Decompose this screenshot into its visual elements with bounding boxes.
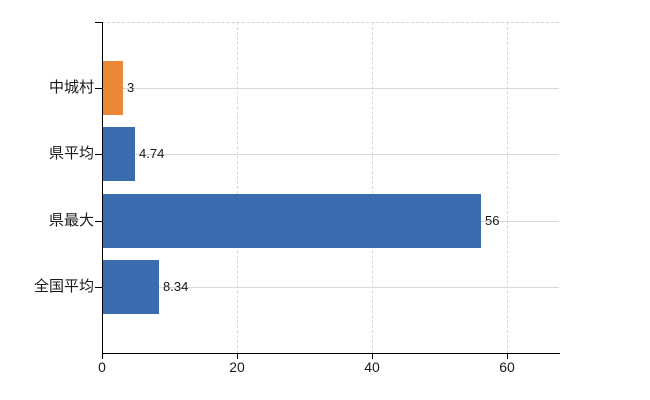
- y-axis-line: [102, 22, 103, 354]
- bar: [103, 127, 135, 181]
- x-tick-label: 0: [98, 359, 106, 375]
- bar: [103, 260, 159, 314]
- y-axis-tick: [95, 287, 102, 288]
- y-axis-tick: [95, 221, 102, 222]
- y-axis-tick: [95, 154, 102, 155]
- x-axis-tick: [102, 353, 103, 359]
- y-axis-tick: [95, 88, 102, 89]
- h-gridline: [102, 88, 559, 90]
- x-tick-label: 20: [229, 359, 245, 375]
- h-gridline: [102, 154, 559, 156]
- value-label: 8.34: [163, 279, 189, 294]
- v-gridline: [372, 22, 373, 353]
- x-axis-tick: [372, 353, 373, 359]
- category-label: 県最大: [48, 212, 94, 229]
- x-tick-label: 40: [364, 359, 380, 375]
- value-label: 3: [127, 80, 135, 95]
- category-label: 中城村: [48, 79, 94, 96]
- x-axis-tick: [507, 353, 508, 359]
- category-label: 全国平均: [33, 278, 94, 295]
- x-axis-line: [102, 353, 560, 354]
- category-label: 県平均: [48, 145, 94, 162]
- bar: [103, 194, 481, 248]
- v-gridline: [237, 22, 238, 353]
- y-axis-tick: [95, 22, 102, 23]
- value-label: 4.74: [139, 146, 165, 161]
- plot-top-border: [102, 22, 559, 23]
- v-gridline: [507, 22, 508, 353]
- value-label: 56: [485, 213, 500, 228]
- x-axis-tick: [237, 353, 238, 359]
- x-tick-label: 60: [499, 359, 515, 375]
- h-gridline: [102, 286, 559, 288]
- bar: [103, 61, 123, 115]
